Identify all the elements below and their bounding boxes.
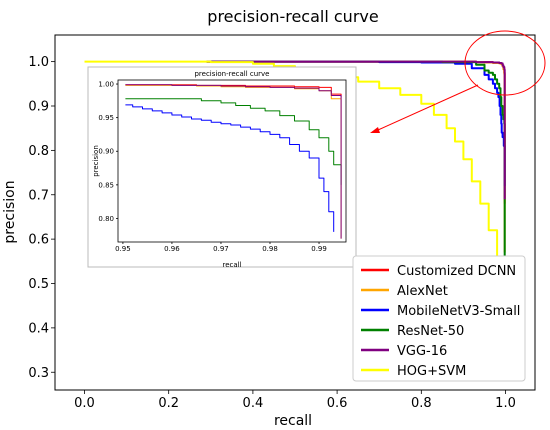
main-series-vgg-16	[206, 60, 506, 200]
main-y-tick-label: 0.8	[28, 144, 49, 159]
inset-x-tick-label: 0.96	[164, 245, 180, 253]
main-x-axis-label: recall	[274, 413, 312, 429]
inset-y-axis: 0.80 0.85 0.90 0.95 1.00	[98, 80, 118, 223]
main-plot-frame	[54, 34, 536, 391]
main-y-tick-label: 0.7	[28, 188, 49, 203]
main-x-axis: 0.0 0.2 0.4 0.6 0.8 1.0	[74, 390, 516, 411]
inset-y-tick-label: 0.95	[98, 114, 114, 122]
inset-y-tick-label: 0.80	[98, 215, 114, 223]
legend-label-customized-dcnn: Customized DCNN	[397, 264, 516, 279]
inset-plot-frame	[117, 79, 347, 243]
inset-series-series-4	[125, 98, 342, 185]
main-y-tick-label: 1.0	[28, 55, 49, 70]
inset-y-axis-label: precision	[92, 145, 100, 177]
inset-series-lines	[125, 84, 342, 239]
main-x-tick-label: 0.0	[74, 396, 95, 411]
inset-chart: 0.95 0.96 0.97 0.98 0.99 0.80 0.85 0.90 0.95 1.0…	[87, 66, 357, 269]
main-y-tick-label: 0.9	[28, 100, 49, 115]
main-x-tick-label: 0.2	[158, 396, 179, 411]
inset-series-series-3	[125, 104, 335, 232]
main-x-tick-label: 0.4	[243, 396, 264, 411]
main-x-tick-label: 1.0	[495, 396, 516, 411]
legend-label-vgg-16: VGG-16	[397, 344, 447, 359]
main-y-axis-label: precision	[2, 180, 18, 243]
inset-series-series-5	[125, 84, 342, 239]
inset-y-tick-label: 0.90	[98, 148, 114, 156]
main-y-tick-label: 0.5	[28, 277, 49, 292]
inset-x-tick-label: 0.95	[115, 245, 131, 253]
inset-background	[87, 66, 357, 268]
legend: Customized DCNN AlexNet MobileNetV3-Small R…	[352, 255, 526, 382]
zoom-arrow-line	[377, 84, 479, 131]
legend-label-hog-svm: HOG+SVM	[397, 364, 466, 379]
inset-x-axis-label: recall	[222, 261, 241, 269]
main-chart: 0.0 0.2 0.4 0.6 0.8 1.0 0.3 0.4 0.5 0.6 0.7 0.8 0.9…	[2, 7, 536, 429]
inset-chart-title: precision-recall curve	[194, 70, 269, 78]
zoom-annotation	[370, 30, 546, 133]
main-y-tick-label: 0.6	[28, 233, 49, 248]
inset-x-axis: 0.95 0.96 0.97 0.98 0.99	[115, 242, 327, 253]
legend-box	[352, 255, 526, 382]
main-chart-title: precision-recall curve	[207, 7, 378, 26]
legend-label-resnet-50: ResNet-50	[397, 324, 464, 339]
main-y-tick-label: 0.3	[28, 366, 49, 381]
inset-x-tick-label: 0.97	[213, 245, 229, 253]
legend-items: Customized DCNN AlexNet MobileNetV3-Small R…	[361, 264, 520, 379]
main-y-axis: 0.3 0.4 0.5 0.6 0.7 0.8 0.9 1.0	[28, 55, 55, 381]
legend-label-alexnet: AlexNet	[397, 284, 448, 299]
main-series-hog-svm	[84, 60, 505, 377]
main-y-tick-label: 0.4	[28, 321, 49, 336]
inset-x-tick-label: 0.98	[262, 245, 278, 253]
legend-label-mobilenetv3-small: MobileNetV3-Small	[397, 304, 520, 319]
zoom-arrow-head	[370, 127, 380, 133]
inset-x-tick-label: 0.99	[311, 245, 327, 253]
inset-y-tick-label: 1.00	[98, 80, 114, 88]
inset-y-tick-label: 0.85	[98, 181, 114, 189]
main-x-tick-label: 0.6	[327, 396, 348, 411]
zoom-highlight-ellipse	[464, 30, 546, 96]
main-x-tick-label: 0.8	[411, 396, 432, 411]
